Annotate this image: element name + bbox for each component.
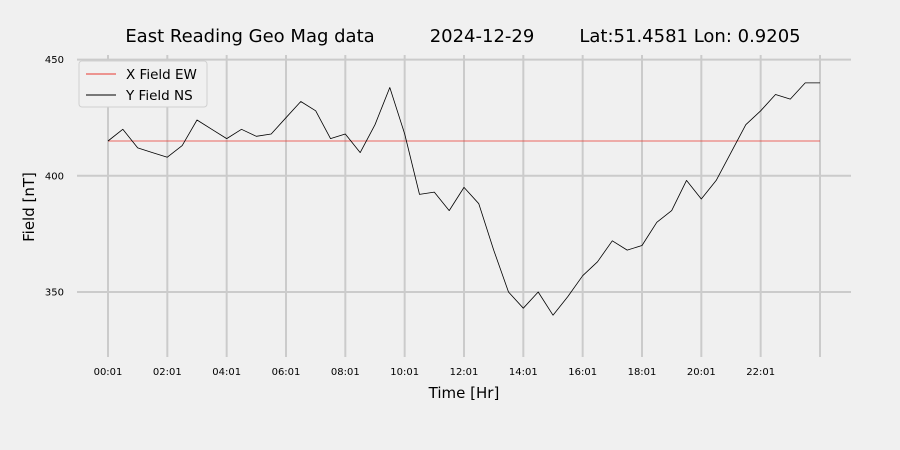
chart-title-part-1: East Reading Geo Mag data — [125, 26, 374, 47]
y-tick-label: 450 — [45, 55, 64, 66]
x-tick-label: 10:01 — [390, 367, 419, 378]
tick-layer: 00:01 02:01 04:01 06:01 08:01 10:01 12:01 14:01… — [45, 55, 775, 378]
legend-label-x-field: X Field EW — [126, 67, 197, 83]
x-tick-label: 08:01 — [331, 367, 360, 378]
grid-layer — [77, 55, 851, 357]
x-tick-label: 16:01 — [568, 367, 597, 378]
chart-title-part-2: 2024-12-29 — [430, 26, 535, 47]
series-layer — [107, 82, 820, 316]
series-line-1 — [107, 82, 820, 316]
x-tick-label: 12:01 — [450, 367, 479, 378]
x-tick-label: 14:01 — [509, 367, 538, 378]
x-tick-label: 04:01 — [212, 367, 241, 378]
chart-title-part-3: Lat:51.4581 Lon: 0.9205 — [579, 26, 800, 47]
x-tick-label: 20:01 — [687, 367, 716, 378]
x-tick-label: 22:01 — [746, 367, 775, 378]
x-tick-label: 00:01 — [94, 367, 123, 378]
x-axis-label: Time [Hr] — [428, 384, 500, 402]
legend-label-y-field: Y Field NS — [125, 88, 193, 104]
x-tick-label: 06:01 — [272, 367, 301, 378]
x-tick-label: 18:01 — [628, 367, 657, 378]
y-axis-label: Field [nT] — [20, 172, 38, 242]
legend: X Field EW Y Field NS — [78, 60, 208, 108]
y-tick-label: 350 — [45, 287, 64, 298]
y-tick-label: 400 — [45, 171, 64, 182]
x-tick-label: 02:01 — [153, 367, 182, 378]
